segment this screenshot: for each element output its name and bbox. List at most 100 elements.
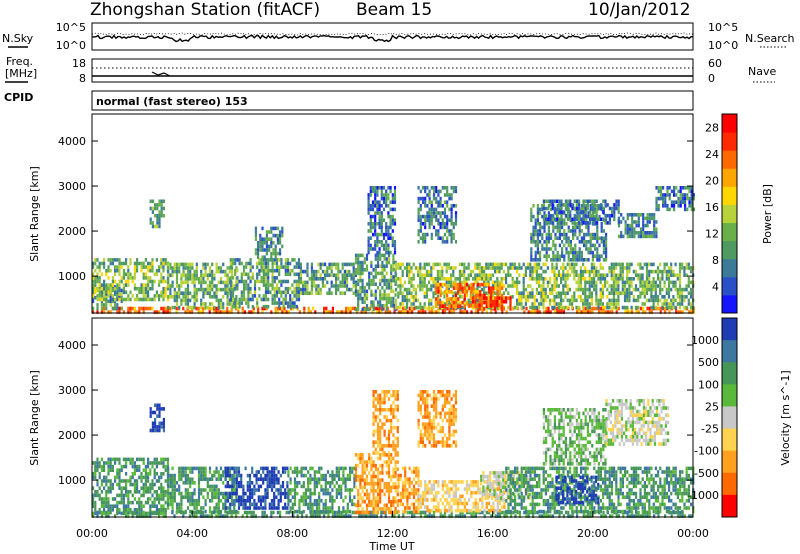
heatmap-cell <box>149 279 152 284</box>
heatmap-cell <box>171 481 174 485</box>
heatmap-cell <box>690 514 693 518</box>
heatmap-cell <box>421 232 425 237</box>
heatmap-cell <box>369 247 372 251</box>
heatmap-cell <box>231 304 235 309</box>
heatmap-cell <box>233 284 236 288</box>
heatmap-cell <box>122 261 125 266</box>
heatmap-cell <box>424 232 427 237</box>
heatmap-cell <box>226 506 229 510</box>
heatmap-cell <box>534 240 537 244</box>
heatmap-cell <box>359 293 362 297</box>
heatmap-cell <box>545 310 548 314</box>
heatmap-cell <box>122 497 125 501</box>
heatmap-cell <box>584 295 587 299</box>
heatmap-cell <box>648 514 651 518</box>
heatmap-cell <box>219 305 223 310</box>
heatmap-cell <box>491 295 494 299</box>
heatmap-cell <box>485 296 488 300</box>
heatmap-cell <box>352 269 355 274</box>
heatmap-cell <box>474 273 477 277</box>
heatmap-cell <box>417 284 420 288</box>
heatmap-cell <box>339 269 342 274</box>
heatmap-cell <box>346 287 349 292</box>
heatmap-cell <box>681 302 684 306</box>
heatmap-cell <box>430 514 433 518</box>
heatmap-cell <box>247 290 250 295</box>
heatmap-cell <box>531 305 534 310</box>
heatmap-cell <box>678 262 682 267</box>
cpid-label: CPID <box>4 91 33 104</box>
heatmap-cell <box>542 291 545 295</box>
heatmap-cell <box>323 514 326 518</box>
heatmap-cell <box>505 299 508 304</box>
heatmap-cell <box>178 291 181 295</box>
heatmap-cell <box>151 286 154 291</box>
heatmap-cell <box>633 220 636 224</box>
heatmap-cell <box>646 231 649 235</box>
heatmap-cell <box>147 490 150 494</box>
heatmap-cell <box>120 288 123 293</box>
heatmap-cell <box>538 291 541 295</box>
heatmap-cell <box>539 222 542 226</box>
heatmap-cell <box>489 262 492 267</box>
heatmap-cell <box>342 514 345 518</box>
heatmap-cell <box>668 310 671 314</box>
heatmap-cell <box>328 266 331 270</box>
heatmap-cell <box>483 277 486 281</box>
heatmap-cell <box>619 269 622 274</box>
heatmap-cell <box>191 491 194 496</box>
heatmap-cell <box>299 269 302 274</box>
heatmap-cell <box>367 236 370 240</box>
heatmap-cell <box>439 293 442 298</box>
heatmap-cell <box>273 290 276 295</box>
heatmap-cell <box>234 258 237 262</box>
heatmap-cell <box>160 407 163 411</box>
heatmap-cell <box>535 291 538 295</box>
heatmap-cell <box>587 214 590 219</box>
heatmap-cell <box>452 225 455 230</box>
heatmap-cell <box>568 302 571 306</box>
heatmap-cell <box>681 298 684 303</box>
heatmap-cell <box>155 290 158 295</box>
heatmap-cell <box>439 236 442 240</box>
heatmap-cell <box>567 217 570 222</box>
heatmap-cell <box>496 286 499 290</box>
heatmap-cell <box>465 290 469 294</box>
heatmap-cell <box>476 290 480 294</box>
heatmap-cell <box>659 310 662 314</box>
heatmap-cell <box>536 222 539 226</box>
heatmap-cell <box>340 510 343 515</box>
heatmap-cell <box>529 262 532 267</box>
heatmap-cell <box>421 236 425 240</box>
heatmap-cell <box>167 477 170 481</box>
heatmap-cell <box>262 265 265 269</box>
heatmap-cell <box>162 279 165 284</box>
noise-search-trace <box>91 32 694 36</box>
heatmap-cell <box>173 473 176 478</box>
heatmap-cell <box>628 295 631 299</box>
heatmap-cell <box>107 514 110 518</box>
heatmap-cell <box>487 290 491 294</box>
heatmap-cell <box>613 206 616 211</box>
heatmap-cell <box>226 295 229 299</box>
heatmap-cell <box>459 514 462 518</box>
heatmap-cell <box>425 284 428 288</box>
heatmap-cell <box>390 300 393 304</box>
heatmap-cell <box>430 298 433 303</box>
heatmap-cell <box>563 222 566 226</box>
heatmap-cell <box>595 295 598 299</box>
heatmap-cell <box>204 509 207 514</box>
heatmap-cell <box>286 286 290 291</box>
heatmap-cell <box>441 273 444 277</box>
heatmap-cell <box>293 301 296 305</box>
heatmap-cell <box>450 304 453 308</box>
heatmap-cell <box>560 298 563 303</box>
heatmap-cell <box>454 304 458 308</box>
heatmap-cell <box>156 217 159 222</box>
heatmap-cell <box>689 266 693 270</box>
heatmap-cell <box>267 279 270 284</box>
heatmap-cell <box>330 273 333 277</box>
heatmap-cell <box>265 248 268 252</box>
heatmap-cell <box>585 240 588 244</box>
heatmap-cell <box>303 306 306 311</box>
